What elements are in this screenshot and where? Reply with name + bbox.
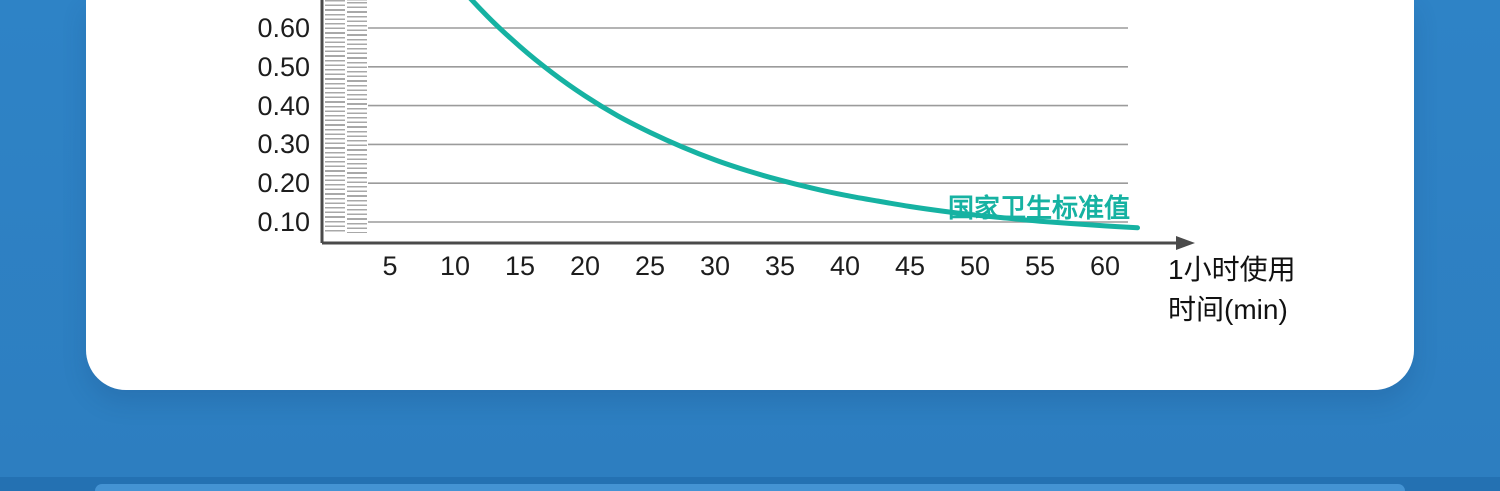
decay-line-chart	[320, 0, 1195, 250]
decay-curve	[468, 0, 1140, 231]
standard-value-annotation: 国家卫生标准值	[948, 193, 1131, 223]
next-section-top-edge	[95, 484, 1405, 491]
y-axis-ruler-marks	[325, 0, 345, 233]
y-axis-ruler-marks	[347, 0, 367, 233]
x-axis-title-line2: 时间(min)	[1168, 294, 1288, 325]
chart-card: 0.60 0.50 0.40 0.30 0.20 0.10 5 10 15 20 25 30 35 40…	[86, 0, 1414, 390]
x-axis-title-line1: 1小时使用	[1168, 254, 1296, 285]
x-axis-arrowhead	[1176, 236, 1195, 250]
x-axis-title: 1小时使用 时间(min)	[1168, 250, 1296, 330]
